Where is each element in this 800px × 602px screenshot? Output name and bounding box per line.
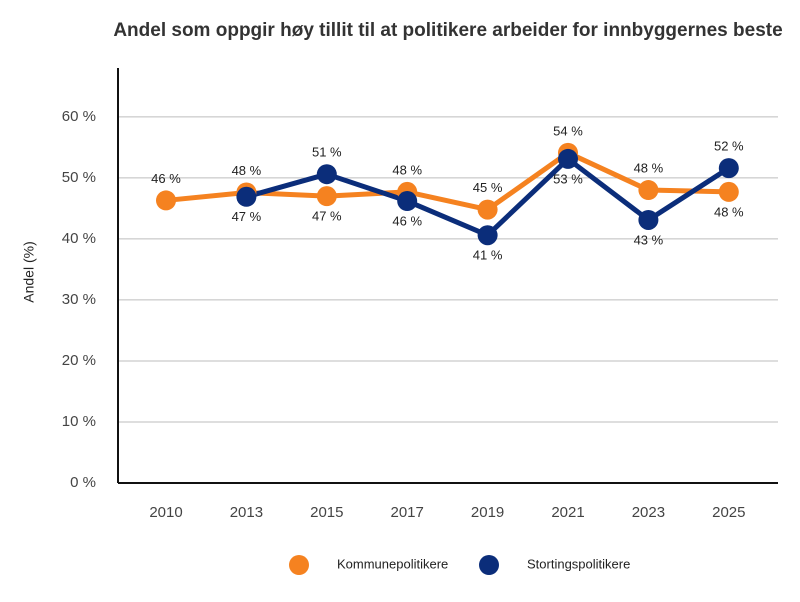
x-tick-label: 2013 — [230, 504, 263, 521]
x-tick-label: 2025 — [712, 504, 745, 521]
y-tick-label: 30 % — [62, 291, 96, 308]
point — [316, 164, 337, 185]
x-tick-label: 2023 — [632, 504, 665, 521]
value-label: 45 % — [473, 180, 503, 195]
legend-marker — [479, 555, 499, 575]
y-tick-label: 0 % — [70, 474, 96, 491]
point — [477, 225, 498, 246]
x-tick-label: 2019 — [471, 504, 504, 521]
x-tick-label: 2010 — [149, 504, 182, 521]
value-label: 48 % — [714, 204, 744, 219]
y-tick-label: 10 % — [62, 413, 96, 430]
value-label: 48 % — [232, 163, 262, 178]
x-tick-label: 2017 — [391, 504, 424, 521]
point — [236, 186, 257, 207]
legend-label: Kommunepolitikere — [337, 556, 448, 571]
value-label: 51 % — [312, 145, 342, 160]
value-label: 54 % — [553, 123, 583, 138]
value-label: 53 % — [553, 171, 583, 186]
point — [397, 191, 418, 212]
point — [718, 158, 739, 179]
value-label: 47 % — [312, 209, 342, 224]
value-label: 48 % — [392, 162, 422, 177]
point — [156, 190, 176, 211]
value-label: 52 % — [714, 139, 744, 154]
x-tick-label: 2021 — [551, 504, 584, 521]
legend-marker — [289, 555, 309, 575]
point — [477, 199, 498, 220]
value-label: 46 % — [151, 171, 181, 186]
value-label: 46 % — [392, 213, 422, 228]
value-label: 43 % — [634, 232, 664, 247]
point — [638, 209, 659, 230]
value-label: 41 % — [473, 248, 503, 263]
point — [558, 148, 578, 169]
value-label: 47 % — [232, 209, 262, 224]
y-tick-label: 60 % — [62, 108, 96, 125]
value-label: 48 % — [634, 160, 664, 175]
point — [638, 180, 659, 201]
y-tick-label: 40 % — [62, 230, 96, 247]
y-axis-label: Andel (%) — [21, 241, 37, 302]
x-tick-label: 2015 — [310, 504, 343, 521]
point — [316, 186, 337, 207]
y-tick-label: 20 % — [62, 352, 96, 369]
chart-title: Andel som oppgir høy tillit til at polit… — [113, 20, 782, 41]
y-tick-label: 50 % — [62, 169, 96, 186]
legend-label: Stortingspolitikere — [527, 556, 630, 571]
point — [718, 181, 739, 202]
